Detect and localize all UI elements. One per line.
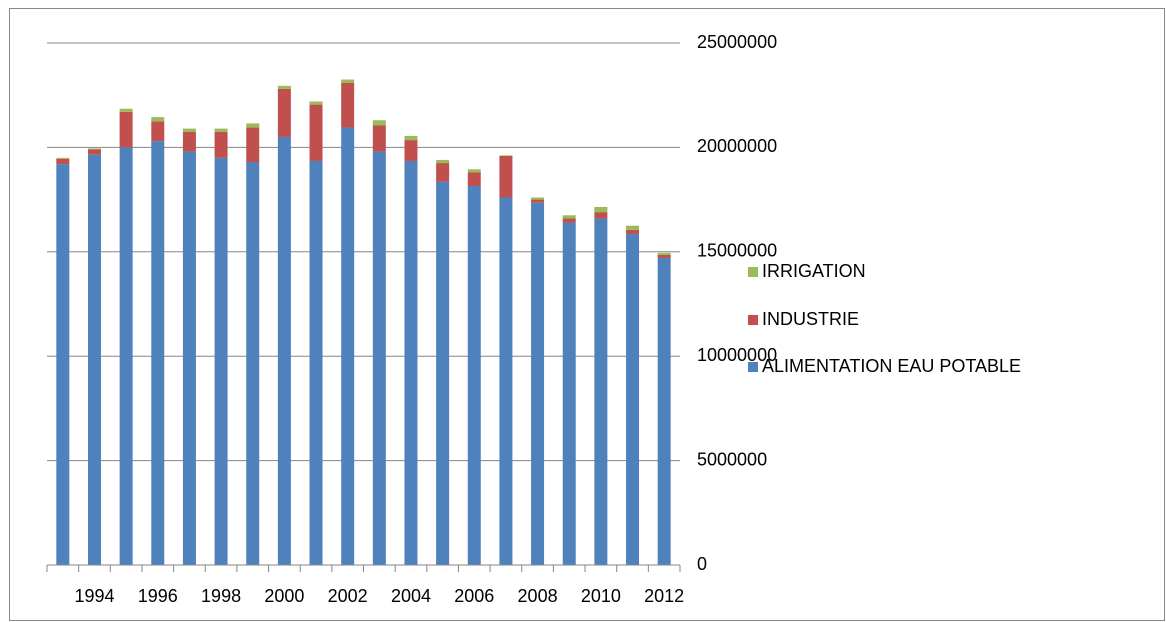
bar-segment bbox=[404, 160, 418, 566]
bar-segment bbox=[531, 197, 545, 200]
bar-segment bbox=[309, 104, 323, 161]
bar-segment bbox=[531, 202, 545, 565]
x-tick-label: 2002 bbox=[328, 586, 368, 606]
y-tick-label: 5000000 bbox=[697, 449, 767, 469]
bar-segment bbox=[214, 128, 228, 132]
bar-segment bbox=[56, 164, 70, 565]
bar-segment bbox=[87, 148, 101, 150]
x-tick-label: 1998 bbox=[201, 586, 241, 606]
legend-swatch bbox=[748, 362, 758, 372]
x-tick-label: 2012 bbox=[644, 586, 684, 606]
x-tick-label: 2000 bbox=[264, 586, 304, 606]
bar-segment bbox=[372, 120, 386, 126]
bar-segment bbox=[119, 147, 133, 565]
y-tick-label: 25000000 bbox=[697, 32, 777, 52]
bar-segment bbox=[436, 181, 450, 566]
bar-segment bbox=[119, 111, 133, 148]
bar-segment bbox=[182, 128, 196, 132]
bar-segment bbox=[214, 157, 228, 565]
bar-segment bbox=[372, 151, 386, 566]
legend-label: INDUSTRIE bbox=[762, 309, 859, 329]
legend-swatch bbox=[748, 315, 758, 325]
bar-segment bbox=[467, 169, 481, 173]
bar-segment bbox=[467, 186, 481, 565]
bar-segment bbox=[341, 127, 355, 566]
bar-segment bbox=[309, 101, 323, 105]
chart-frame bbox=[9, 8, 1165, 621]
bar-segment bbox=[594, 218, 608, 565]
bar-segment bbox=[499, 155, 513, 198]
legend-swatch bbox=[748, 267, 758, 277]
y-tick-label: 10000000 bbox=[697, 345, 777, 365]
bar-segment bbox=[657, 254, 671, 259]
bar-segment bbox=[436, 163, 450, 182]
bar-segment bbox=[626, 225, 640, 230]
bar-segment bbox=[594, 206, 608, 213]
x-tick-label: 2010 bbox=[581, 586, 621, 606]
bar-segment bbox=[626, 234, 640, 565]
x-tick-label: 1994 bbox=[74, 586, 114, 606]
bar-segment bbox=[246, 127, 260, 163]
bar-segment bbox=[151, 117, 165, 122]
x-tick-label: 2006 bbox=[454, 586, 494, 606]
bar-segment bbox=[277, 88, 291, 137]
bar-segment bbox=[56, 157, 70, 159]
bar-segment bbox=[87, 154, 101, 565]
bar-segment bbox=[562, 215, 576, 219]
y-tick-label: 0 bbox=[697, 554, 707, 574]
bar-segment bbox=[309, 160, 323, 566]
bar-segment bbox=[151, 121, 165, 142]
x-tick-label: 1996 bbox=[138, 586, 178, 606]
bar-segment bbox=[56, 158, 70, 165]
bar-segment bbox=[657, 252, 671, 255]
bar-segment bbox=[214, 131, 228, 158]
x-tick-label: 2008 bbox=[518, 586, 558, 606]
bar-segment bbox=[182, 151, 196, 566]
bar-segment bbox=[277, 85, 291, 89]
legend-label: ALIMENTATION EAU POTABLE bbox=[762, 356, 1021, 376]
bar-segment bbox=[467, 172, 481, 187]
bar-segment bbox=[341, 82, 355, 128]
bar-segment bbox=[404, 140, 418, 161]
bar-segment bbox=[626, 229, 640, 235]
x-tick-label: 2004 bbox=[391, 586, 431, 606]
bar-segment bbox=[277, 136, 291, 565]
bar-segment bbox=[341, 79, 355, 83]
bar-segment bbox=[151, 141, 165, 566]
bar-segment bbox=[499, 197, 513, 565]
bar-segment bbox=[182, 131, 196, 152]
bar-segment bbox=[531, 199, 545, 203]
bar-segment bbox=[562, 218, 576, 223]
bar-segment bbox=[562, 222, 576, 565]
legend-label: IRRIGATION bbox=[762, 261, 866, 281]
bar-segment bbox=[246, 123, 260, 128]
bar-segment bbox=[372, 125, 386, 152]
bar-segment bbox=[436, 159, 450, 164]
bar-segment bbox=[87, 149, 101, 155]
bar-segment bbox=[594, 212, 608, 219]
bar-segment bbox=[246, 162, 260, 566]
y-tick-label: 15000000 bbox=[697, 241, 777, 261]
y-tick-label: 20000000 bbox=[697, 136, 777, 156]
bar-segment bbox=[404, 135, 418, 141]
bar-segment bbox=[119, 108, 133, 112]
bar-segment bbox=[657, 258, 671, 565]
